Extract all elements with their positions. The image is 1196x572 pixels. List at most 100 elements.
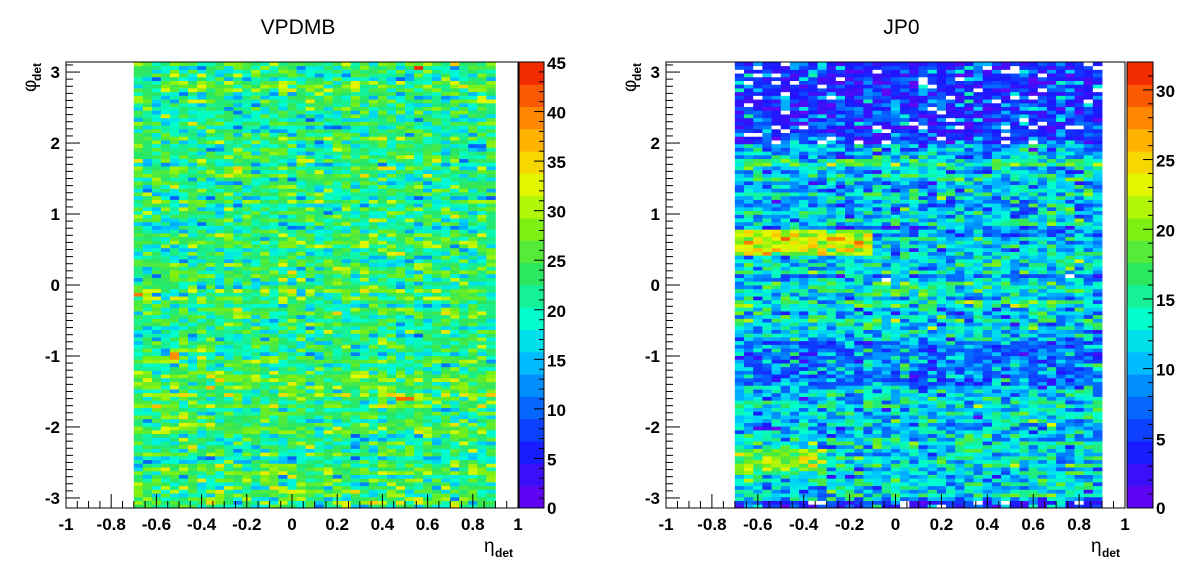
heatmap-cell — [423, 244, 433, 249]
heatmap-cell — [441, 125, 451, 130]
heatmap-cell — [423, 366, 433, 371]
heatmap-cell — [242, 154, 252, 160]
heatmap-cell — [142, 385, 153, 390]
heatmap-cell — [350, 407, 361, 412]
heatmap-cell — [441, 389, 451, 394]
heatmap-cell — [368, 455, 379, 461]
heatmap-cell — [377, 478, 388, 483]
heatmap-cell — [368, 117, 379, 122]
heatmap-cell — [341, 184, 352, 189]
heatmap-cell — [323, 407, 334, 412]
heatmap-cell — [368, 166, 379, 171]
heatmap-cell — [450, 218, 460, 223]
heatmap-cell — [395, 485, 406, 490]
heatmap-cell — [251, 162, 261, 167]
heatmap-cell — [350, 99, 361, 104]
heatmap-cell — [269, 281, 279, 286]
heatmap-cell — [414, 80, 424, 85]
heatmap-cell — [206, 166, 216, 171]
heatmap-cell — [269, 433, 279, 438]
heatmap-cell — [477, 496, 487, 501]
heatmap-cell — [350, 322, 361, 327]
heatmap-cell — [142, 348, 153, 353]
heatmap-cell — [423, 240, 433, 245]
heatmap-cell — [260, 195, 270, 200]
heatmap-cell — [269, 258, 279, 264]
heatmap-cell — [278, 188, 288, 193]
heatmap-cell — [377, 292, 388, 297]
heatmap-cell — [468, 166, 478, 171]
heatmap-cell — [477, 340, 487, 345]
heatmap-cell — [459, 296, 469, 301]
heatmap-cell — [133, 485, 144, 490]
heatmap-cell — [242, 318, 252, 323]
heatmap-cell — [405, 500, 415, 505]
heatmap-cell — [368, 266, 379, 271]
heatmap-cell — [350, 192, 361, 197]
heatmap-cell — [477, 474, 487, 479]
heatmap-cell — [468, 232, 478, 238]
heatmap-cell — [450, 359, 460, 364]
heatmap-cell — [142, 381, 153, 386]
heatmap-cell — [477, 73, 487, 78]
heatmap-cell — [377, 151, 388, 156]
heatmap-cell — [287, 99, 297, 104]
heatmap-cell — [405, 88, 415, 93]
heatmap-cell — [341, 437, 352, 442]
heatmap-cell — [142, 251, 153, 256]
heatmap-cell — [405, 359, 415, 364]
heatmap-cell — [287, 314, 297, 319]
heatmap-cell — [350, 403, 361, 409]
heatmap-cell — [197, 455, 207, 461]
heatmap-cell — [386, 448, 397, 453]
heatmap-cell — [197, 429, 207, 435]
heatmap-cell — [278, 195, 288, 200]
heatmap-cell — [269, 195, 279, 200]
heatmap-cell — [278, 76, 288, 81]
heatmap-cell — [459, 236, 469, 241]
heatmap-cell — [477, 154, 487, 160]
heatmap-cell — [441, 76, 451, 81]
heatmap-cell — [332, 426, 343, 431]
heatmap-cell — [359, 311, 370, 316]
heatmap-cell — [142, 351, 153, 357]
heatmap-cell — [477, 106, 487, 111]
heatmap-cell — [151, 277, 162, 282]
heatmap-cell — [332, 337, 343, 342]
heatmap-cell — [296, 258, 306, 264]
heatmap-cell — [350, 478, 361, 483]
heatmap-cell — [332, 199, 343, 204]
heatmap-cell — [314, 504, 325, 509]
heatmap-cell — [368, 169, 379, 174]
heatmap-cell — [151, 69, 162, 74]
heatmap-cell — [386, 418, 397, 423]
heatmap-cell — [368, 467, 379, 472]
heatmap-cell — [160, 437, 171, 442]
heatmap-cell — [450, 344, 460, 349]
heatmap-cell — [386, 403, 397, 409]
heatmap-cell — [486, 455, 496, 461]
heatmap-cell — [332, 91, 343, 96]
heatmap-cell — [269, 232, 279, 238]
heatmap-cell — [278, 496, 288, 501]
heatmap-cell — [151, 455, 162, 461]
heatmap-cell — [459, 429, 469, 435]
heatmap-cell — [386, 422, 397, 427]
heatmap-cell — [441, 359, 451, 364]
heatmap-cell — [368, 452, 379, 457]
heatmap-cell — [251, 377, 261, 383]
heatmap-cell — [188, 236, 198, 241]
heatmap-cell — [305, 422, 315, 427]
heatmap-cell — [323, 496, 334, 501]
heatmap-cell — [468, 184, 478, 189]
heatmap-cell — [332, 106, 343, 111]
heatmap-cell — [142, 340, 153, 345]
heatmap-cell — [459, 277, 469, 282]
heatmap-cell — [242, 337, 252, 342]
heatmap-cell — [160, 292, 171, 297]
x-tick-label: 0.4 — [371, 515, 395, 534]
heatmap-cell — [260, 218, 270, 223]
heatmap-cell — [305, 73, 315, 78]
heatmap-cell — [368, 415, 379, 420]
heatmap-cell — [142, 95, 153, 100]
